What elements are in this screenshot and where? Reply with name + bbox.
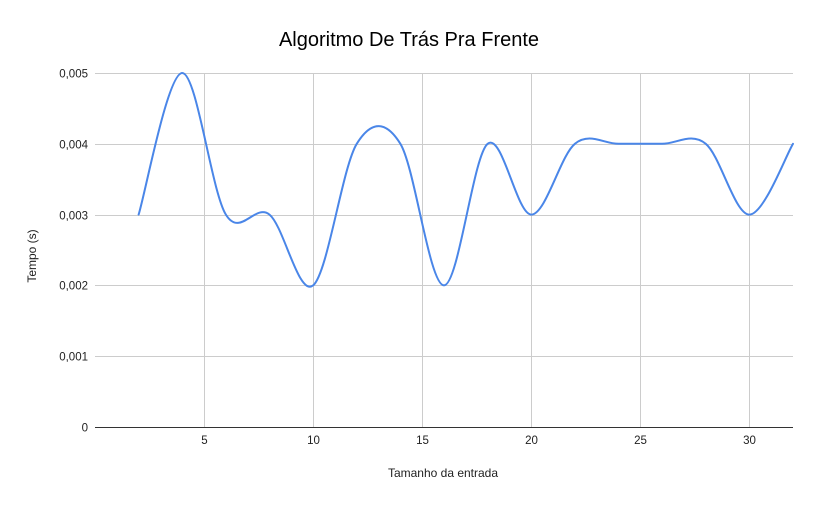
data-point xyxy=(442,283,447,288)
series-line xyxy=(137,72,794,288)
data-point xyxy=(616,141,621,146)
data-point xyxy=(572,141,577,146)
data-point xyxy=(354,141,359,146)
y-tick-labels: 0 0,001 0,002 0,003 0,004 0,005 xyxy=(59,69,88,435)
data-point xyxy=(136,212,141,217)
data-point xyxy=(529,212,534,217)
y-axis-title: Tempo (s) xyxy=(25,229,39,282)
y-tick-label: 0,002 xyxy=(59,281,88,293)
data-point xyxy=(223,212,228,217)
data-point xyxy=(267,212,272,217)
data-point xyxy=(703,141,708,146)
y-tick-label: 0,003 xyxy=(59,211,88,223)
x-tick-labels: 5 10 15 20 25 30 xyxy=(201,435,756,447)
data-point xyxy=(180,71,185,76)
x-tick-label: 25 xyxy=(634,435,647,447)
chart-title: Algoritmo De Trás Pra Frente xyxy=(279,29,539,51)
data-point xyxy=(791,141,796,146)
gridlines xyxy=(95,73,793,427)
y-tick-label: 0,005 xyxy=(59,69,88,81)
x-tick-label: 5 xyxy=(201,435,207,447)
data-point xyxy=(485,141,490,146)
x-tick-label: 10 xyxy=(307,435,320,447)
x-tick-label: 15 xyxy=(416,435,429,447)
data-point xyxy=(747,212,752,217)
y-tick-label: 0,004 xyxy=(59,140,88,152)
data-point xyxy=(311,283,316,288)
x-tick-label: 20 xyxy=(525,435,538,447)
x-axis-title: Tamanho da entrada xyxy=(388,466,498,480)
y-tick-label: 0,001 xyxy=(59,352,88,364)
data-point xyxy=(660,141,665,146)
x-tick-label: 30 xyxy=(743,435,756,447)
series-group xyxy=(136,71,796,288)
data-point xyxy=(398,141,403,146)
y-tick-label: 0 xyxy=(82,423,88,435)
